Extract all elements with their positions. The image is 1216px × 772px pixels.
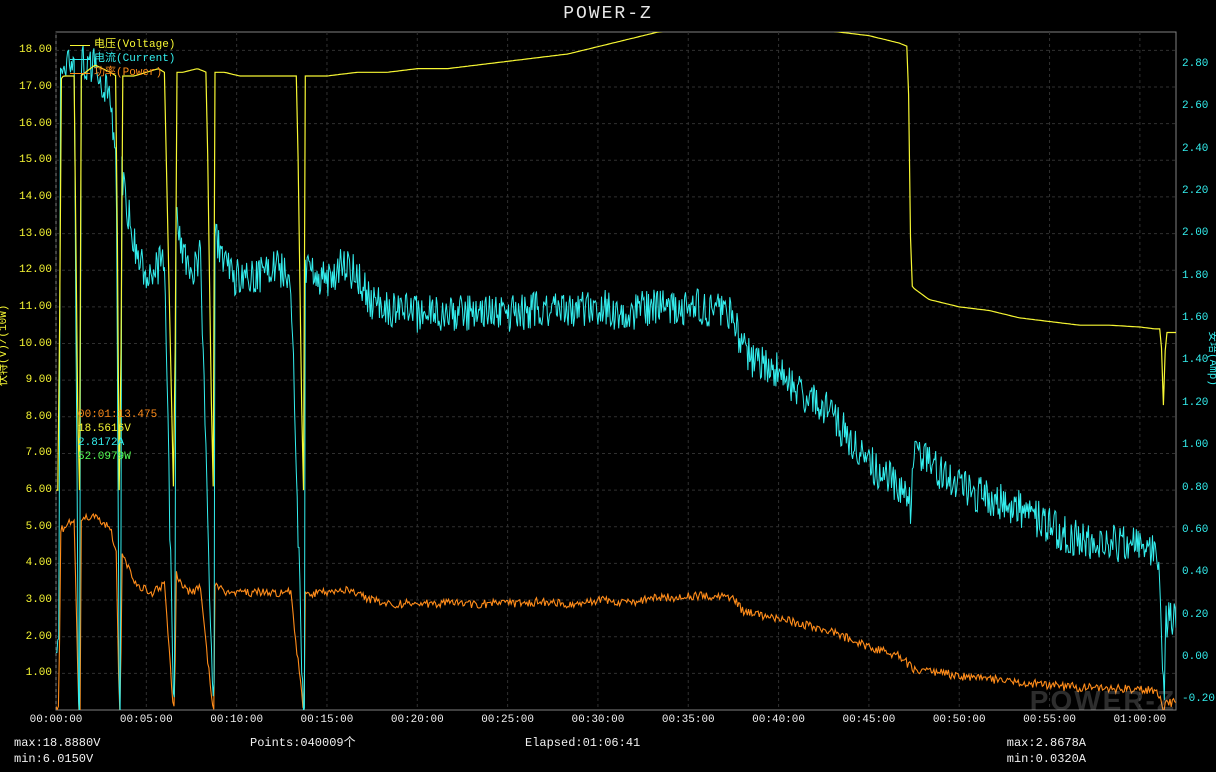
legend-swatch xyxy=(70,59,90,60)
y-left-tick: 14.00 xyxy=(19,191,52,203)
y-left-tick: 9.00 xyxy=(26,374,52,386)
legend-label: 电流(Current) xyxy=(94,52,175,66)
y-right-tick: 2.20 xyxy=(1182,185,1208,197)
watermark: POWER-Z xyxy=(1030,685,1176,717)
stat-amin: min:0.0320A xyxy=(1007,752,1086,766)
y-left-tick: 2.00 xyxy=(26,631,52,643)
y-right-tick: 2.80 xyxy=(1182,58,1208,70)
legend-label: 功率(Power) xyxy=(94,66,162,80)
legend-item[interactable]: 电流(Current) xyxy=(70,52,175,66)
y-left-tick: 5.00 xyxy=(26,521,52,533)
cursor-readout-line: 2.8172A xyxy=(78,436,157,450)
legend-item[interactable]: 电压(Voltage) xyxy=(70,38,175,52)
x-tick-label: 00:55:00 xyxy=(1023,714,1076,726)
x-tick-label: 00:40:00 xyxy=(752,714,805,726)
x-tick-label: 00:50:00 xyxy=(933,714,986,726)
y-left-tick: 17.00 xyxy=(19,81,52,93)
stat-points: Points:040009个 xyxy=(250,733,356,750)
legend: 电压(Voltage)电流(Current)功率(Power) xyxy=(70,38,175,80)
y-right-tick: 0.60 xyxy=(1182,524,1208,536)
x-tick-label: 00:10:00 xyxy=(210,714,263,726)
plot-svg xyxy=(0,0,1216,772)
stat-elapsed: Elapsed:01:06:41 xyxy=(525,736,640,750)
y-left-tick: 13.00 xyxy=(19,228,52,240)
plot-area[interactable] xyxy=(0,0,1216,772)
cursor-readout-line: 00:01:13.475 xyxy=(78,408,157,422)
y-right-tick: 1.00 xyxy=(1182,439,1208,451)
y-left-tick: 6.00 xyxy=(26,484,52,496)
cursor-readout-line: 18.5616V xyxy=(78,422,157,436)
y-right-tick: 0.80 xyxy=(1182,482,1208,494)
stat-vmin: min:6.0150V xyxy=(14,752,93,766)
y-right-tick: 1.80 xyxy=(1182,270,1208,282)
y-right-tick: 2.40 xyxy=(1182,143,1208,155)
x-tick-label: 00:20:00 xyxy=(391,714,444,726)
stat-amax: max:2.8678A xyxy=(1007,736,1086,750)
y-right-tick: 1.40 xyxy=(1182,354,1208,366)
y-left-tick: 12.00 xyxy=(19,264,52,276)
y-right-tick: 1.60 xyxy=(1182,312,1208,324)
legend-swatch xyxy=(70,45,90,46)
y-left-tick: 8.00 xyxy=(26,411,52,423)
cursor-readout: 00:01:13.47518.5616V2.8172A52.0979W xyxy=(78,408,157,464)
x-tick-label: 01:00:00 xyxy=(1113,714,1166,726)
y-right-tick: 2.60 xyxy=(1182,100,1208,112)
legend-label: 电压(Voltage) xyxy=(94,38,175,52)
x-tick-label: 00:35:00 xyxy=(662,714,715,726)
legend-item[interactable]: 功率(Power) xyxy=(70,66,175,80)
y-left-tick: 16.00 xyxy=(19,118,52,130)
y-left-tick: 15.00 xyxy=(19,154,52,166)
y-left-tick: 11.00 xyxy=(19,301,52,313)
y-right-tick: 2.00 xyxy=(1182,227,1208,239)
x-tick-label: 00:15:00 xyxy=(301,714,354,726)
x-tick-label: 00:45:00 xyxy=(842,714,895,726)
cursor-readout-line: 52.0979W xyxy=(78,450,157,464)
x-tick-label: 00:25:00 xyxy=(481,714,534,726)
y-left-tick: 3.00 xyxy=(26,594,52,606)
y-right-tick: 0.40 xyxy=(1182,566,1208,578)
y-left-tick: 10.00 xyxy=(19,338,52,350)
y-left-tick: 18.00 xyxy=(19,44,52,56)
y-left-tick: 1.00 xyxy=(26,667,52,679)
y-right-tick: 0.00 xyxy=(1182,651,1208,663)
x-tick-label: 00:30:00 xyxy=(572,714,625,726)
y-left-tick: 7.00 xyxy=(26,447,52,459)
y-right-tick: 1.20 xyxy=(1182,397,1208,409)
legend-swatch xyxy=(70,73,90,74)
y-left-tick: 4.00 xyxy=(26,557,52,569)
stat-vmax: max:18.8880V xyxy=(14,736,100,750)
y-right-tick: 0.20 xyxy=(1182,609,1208,621)
x-tick-label: 00:00:00 xyxy=(30,714,83,726)
x-tick-label: 00:05:00 xyxy=(120,714,173,726)
y-right-tick: -0.20 xyxy=(1182,693,1215,705)
